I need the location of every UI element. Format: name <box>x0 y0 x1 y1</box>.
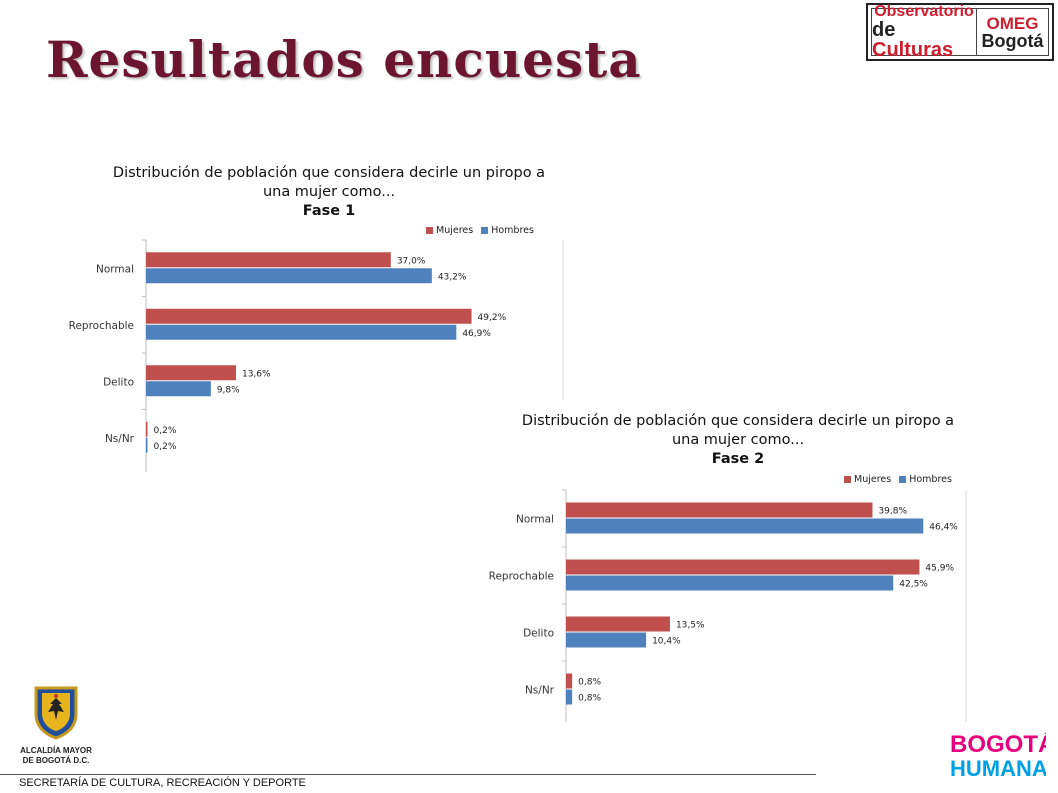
data-label-mujeres: 0,2% <box>154 426 177 436</box>
data-label-mujeres: 45,9% <box>925 564 954 574</box>
legend-swatch-mujeres <box>844 476 851 483</box>
chart-title-line2: una mujer como... <box>671 432 805 448</box>
chart-fase-1: Distribución de población que considera … <box>69 152 578 472</box>
chart-title: Distribución de población que considera … <box>80 164 578 221</box>
data-label-hombres: 46,4% <box>929 523 958 533</box>
bar-hombres <box>146 324 457 340</box>
observatorio-logo-text: Observatorio <box>874 3 974 20</box>
legend-item-hombres: Hombres <box>481 225 534 236</box>
data-label-mujeres: 0,8% <box>578 678 601 688</box>
bar-hombres <box>566 575 894 591</box>
data-label-mujeres: 39,8% <box>878 507 907 517</box>
legend-item-hombres: Hombres <box>899 474 952 485</box>
bar-mujeres <box>566 673 573 689</box>
bar-hombres <box>566 689 573 705</box>
chart-fase-2: Distribución de población que considera … <box>478 400 998 722</box>
bar-mujeres <box>566 559 920 575</box>
y-tick-label: Reprochable <box>69 320 134 332</box>
alcaldia-line1: ALCALDÍA MAYOR <box>20 746 92 755</box>
chart-legend: Mujeres Hombres <box>426 225 542 236</box>
omeg-logo-text: OMEG <box>986 13 1039 33</box>
data-label-hombres: 43,2% <box>438 272 467 282</box>
data-label-hombres: 9,8% <box>217 385 240 395</box>
data-label-mujeres: 49,2% <box>478 313 507 323</box>
bar-hombres <box>146 381 211 397</box>
y-tick-label: Normal <box>96 263 134 275</box>
bar-hombres <box>146 268 432 284</box>
y-tick-label: Ns/Nr <box>105 433 135 445</box>
chart-legend: Mujeres Hombres <box>844 474 960 485</box>
y-tick-label: Reprochable <box>489 571 554 583</box>
legend-item-mujeres: Mujeres <box>844 474 891 485</box>
data-label-hombres: 46,9% <box>462 329 491 339</box>
bar-hombres <box>146 437 148 453</box>
bar-hombres <box>566 632 647 648</box>
y-tick-label: Normal <box>516 514 554 526</box>
bogota-humana-line2: HUMANA <box>950 756 1046 780</box>
legend-swatch-mujeres <box>426 227 433 234</box>
data-label-hombres: 0,8% <box>578 694 601 704</box>
data-label-mujeres: 13,6% <box>242 369 271 379</box>
chart-title-phase: Fase 2 <box>711 451 765 467</box>
chart-title-line1: Distribución de población que considera … <box>112 165 546 181</box>
chart-plot-area: Normal 39,8% 46,4% Reprochable 45,9% 42,5% Del… <box>489 489 967 722</box>
legend-label-hombres: Hombres <box>909 474 952 485</box>
data-label-hombres: 10,4% <box>652 637 681 647</box>
bogota-humana-line1: BOGOTÁ <box>950 730 1046 758</box>
legend-swatch-hombres <box>481 227 489 234</box>
y-tick-label: Delito <box>523 628 554 640</box>
data-label-hombres: 42,5% <box>899 580 928 590</box>
bar-mujeres <box>146 252 391 268</box>
legend-label-mujeres: Mujeres <box>436 225 474 236</box>
chart-plot-area: Normal 37,0% 43,2% Reprochable 49,2% 46,9% Del… <box>69 239 564 472</box>
legend-label-hombres: Hombres <box>491 225 534 236</box>
footer-text: SECRETARÍA DE CULTURA, RECREACIÓN Y DEPO… <box>19 777 306 789</box>
omeg-logo-city: Bogotá <box>981 30 1044 51</box>
chart-title-phase: Fase 1 <box>302 203 356 219</box>
legend-label-mujeres: Mujeres <box>854 474 892 485</box>
legend-item-mujeres: Mujeres <box>426 225 473 236</box>
chart-title: Distribución de población que considera … <box>478 412 998 469</box>
bar-mujeres <box>566 616 670 632</box>
chart-title-line2: una mujer como... <box>262 184 396 200</box>
data-label-mujeres: 13,5% <box>676 621 705 631</box>
bar-hombres <box>566 518 924 534</box>
slide-title: Resultados encuesta <box>46 30 642 89</box>
bar-mujeres <box>566 502 873 518</box>
observatorio-logo-word: Culturas <box>872 39 954 61</box>
observatorio-logo-prefix: de <box>872 19 896 41</box>
bar-mujeres <box>146 308 472 324</box>
observatorio-omeg-logo: Observatorio de Culturas OMEG Bogotá <box>866 3 1054 61</box>
bar-mujeres <box>146 421 148 437</box>
y-tick-label: Delito <box>103 376 134 388</box>
data-label-mujeres: 37,0% <box>397 256 426 266</box>
bogota-coat-of-arms-icon <box>34 686 78 740</box>
chart-title-line1: Distribución de población que considera … <box>521 413 955 429</box>
alcaldia-logo: ALCALDÍA MAYOR DE BOGOTÁ D.C. <box>16 684 96 766</box>
alcaldia-line2: DE BOGOTÁ D.C. <box>22 756 90 765</box>
y-tick-label: Ns/Nr <box>525 685 555 697</box>
legend-swatch-hombres <box>899 476 907 483</box>
bogota-humana-logo: BOGOTÁ HUMANA <box>950 730 1046 780</box>
footer-divider <box>0 774 816 775</box>
data-label-hombres: 0,2% <box>154 442 177 452</box>
bar-mujeres <box>146 365 236 381</box>
